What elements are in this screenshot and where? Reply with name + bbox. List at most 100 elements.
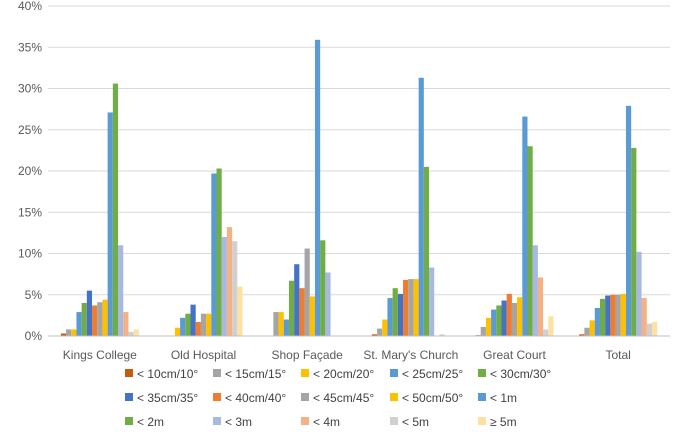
bar [107,112,113,336]
legend-label: < 40cm/40° [225,391,286,405]
legend-label: < 50cm/50° [402,391,463,405]
legend-item: < 1m [478,391,517,405]
legend-item: < 45cm/45° [301,391,374,405]
bar [527,146,533,336]
bar [92,305,98,336]
legend-item: < 2m [125,415,164,429]
bar [584,327,590,336]
legend-swatch [213,417,221,425]
bar [66,329,72,336]
y-tick-label: 5% [25,288,43,302]
legend-item: < 15cm/15° [213,367,286,381]
bar [522,116,528,336]
bar [283,319,289,336]
bar [646,323,652,336]
legend-label: < 20cm/20° [313,367,374,381]
legend-swatch [478,417,486,425]
legend-label: < 5m [402,415,429,429]
bar [221,237,227,336]
bar [180,317,186,336]
x-tick-label: Shop Façade [271,348,343,362]
y-axis-tick-labels: 0% 5% 10% 15% 20% 25% 30% 35% 40% [18,0,42,343]
bar [548,316,554,336]
bar [532,245,538,336]
bar [288,280,295,336]
legend-label: < 10cm/10° [137,367,198,381]
bar [579,334,585,336]
bar [403,279,409,336]
bar [610,294,616,336]
bar [392,288,398,336]
bar [133,329,139,336]
legend-label: ≥ 5m [490,415,517,429]
bar [60,333,67,336]
bar [86,290,93,336]
x-tick-label: Kings College [63,348,137,362]
bar [506,293,512,336]
legend-label: < 25cm/25° [402,367,463,381]
bar [543,329,549,336]
bar [123,312,129,336]
y-tick-label: 35% [18,40,42,54]
legend-swatch [125,369,133,377]
bar [641,298,647,336]
bar [418,77,424,337]
legend-swatch [478,393,486,401]
legend-label: < 1m [490,391,517,405]
bars [60,39,658,337]
legend-swatch [125,417,133,425]
x-tick-label: Great Court [483,348,546,362]
bar [423,166,430,336]
bar [304,248,310,336]
legend-label: < 35cm/35° [137,391,198,405]
legend: < 10cm/10° < 15cm/15° < 20cm/20° < 25cm/25°… [125,367,551,429]
bar [206,313,212,336]
bar [216,168,222,336]
bar [517,297,523,336]
bar [299,288,305,336]
bar [397,293,404,336]
legend-label: < 45cm/45° [313,391,374,405]
bar [112,83,119,336]
bar [97,302,103,336]
legend-label: < 3m [225,415,252,429]
bar [429,267,435,336]
bar [496,305,502,336]
bar [371,334,378,336]
legend-label: < 4m [313,415,340,429]
y-tick-label: 30% [18,82,42,96]
bar [226,227,233,336]
legend-item: ≥ 5m [478,415,517,429]
legend-item: < 10cm/10° [125,367,198,381]
bar [501,300,507,336]
bar [382,319,388,336]
y-tick-label: 10% [18,247,42,261]
y-tick-label: 15% [18,205,42,219]
bar [128,331,134,336]
x-axis-tick-labels: Kings College Old Hospital Shop Façade St. … [63,348,631,362]
bar [511,303,518,336]
legend-swatch [390,369,398,377]
legend-swatch [301,393,309,401]
legend-swatch [390,417,398,425]
bar [237,286,243,336]
legend-item: < 3m [213,415,252,429]
bar [485,317,492,336]
bar [81,303,87,336]
y-tick-label: 40% [18,0,42,13]
bar [599,298,606,336]
bar [71,329,77,336]
bar [413,279,419,336]
bar [594,307,600,336]
bar [320,240,326,336]
legend-item: < 30cm/30° [478,367,551,381]
legend-label: < 15cm/15° [225,367,286,381]
bar [325,272,331,336]
bar [273,312,279,336]
bar [294,264,300,336]
bar [439,334,445,336]
legend-swatch [301,417,309,425]
bar [636,251,642,336]
x-tick-label: Old Hospital [171,348,236,362]
bar [625,105,632,336]
